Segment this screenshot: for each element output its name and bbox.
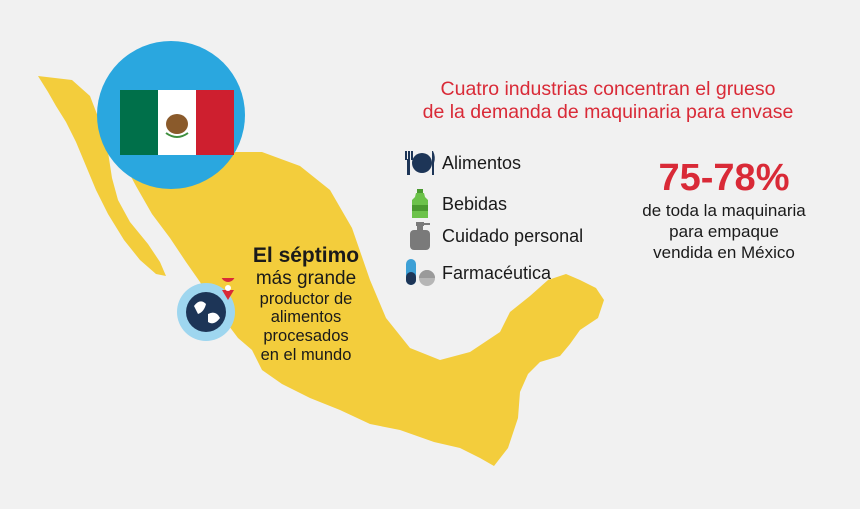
ranking-claim: El séptimo más grande productor de alime… bbox=[226, 244, 386, 365]
mexico-flag-icon bbox=[96, 40, 246, 190]
mexico-mainland bbox=[102, 90, 604, 466]
industry-label: Cuidado personal bbox=[442, 225, 584, 246]
stat-line-2: para empaque bbox=[669, 221, 779, 241]
stat-line-3: vendida en México bbox=[653, 242, 795, 262]
spray-bottle-icon bbox=[404, 221, 436, 251]
industry-beverages: Bebidas bbox=[404, 189, 507, 219]
headline: Cuatro industrias concentran el grueso d… bbox=[384, 78, 832, 125]
baja-california bbox=[38, 76, 166, 276]
claim-line-4: alimentos bbox=[270, 308, 342, 327]
pill-capsule-icon bbox=[404, 258, 436, 288]
claim-line-5: procesados bbox=[263, 327, 349, 346]
industry-pharma: Farmacéutica bbox=[404, 258, 551, 288]
claim-rank: El séptimo bbox=[252, 244, 360, 267]
claim-size: más grande bbox=[255, 267, 357, 289]
headline-line-2: de la demanda de maquinaria para envase bbox=[422, 101, 794, 124]
stat-line-1: de toda la maquinaria bbox=[642, 200, 806, 220]
stat-value: 75-78% bbox=[658, 157, 790, 199]
headline-line-1: Cuatro industrias concentran el grueso bbox=[440, 78, 776, 100]
industry-label: Bebidas bbox=[442, 193, 508, 214]
market-share-stat: 75-78% de toda la maquinaria para empaqu… bbox=[606, 157, 842, 263]
claim-line-6: en el mundo bbox=[260, 345, 352, 364]
industry-label: Farmacéutica bbox=[442, 262, 552, 283]
fork-plate-knife-icon bbox=[404, 148, 436, 178]
industry-food: Alimentos bbox=[404, 148, 521, 178]
claim-line-3: productor de bbox=[259, 289, 353, 308]
industry-personal-care: Cuidado personal bbox=[404, 221, 583, 251]
industry-label: Alimentos bbox=[442, 152, 522, 173]
bottle-icon bbox=[404, 189, 436, 219]
